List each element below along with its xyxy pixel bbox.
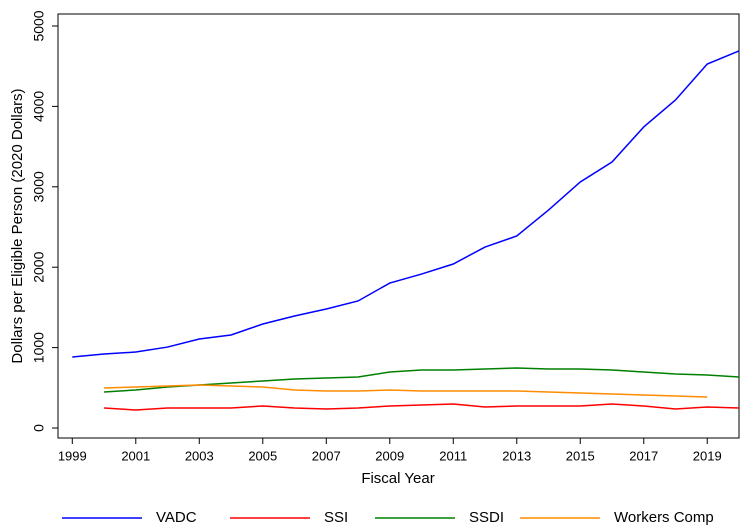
x-tick-label: 2001 [121, 448, 150, 463]
legend-label: VADC [156, 509, 197, 526]
x-tick-label: 2019 [693, 448, 722, 463]
x-tick-label: 2015 [566, 448, 595, 463]
x-tick-label: 2007 [312, 448, 341, 463]
x-tick-label: 2009 [375, 448, 404, 463]
x-tick-label: 2017 [629, 448, 658, 463]
series-line [72, 50, 740, 358]
legend-label: SSDI [469, 509, 504, 526]
x-axis-title: Fiscal Year [361, 470, 434, 487]
y-tick-label: 3000 [31, 171, 47, 202]
y-tick-label: 2000 [31, 251, 47, 282]
x-tick-label: 2003 [185, 448, 214, 463]
series-line [103, 403, 740, 411]
y-axis-title: Dollars per Eligible Person (2020 Dollar… [9, 88, 26, 363]
series-line [104, 384, 708, 398]
x-tick-label: 1999 [58, 448, 87, 463]
x-tick-label: 2013 [502, 448, 531, 463]
y-tick-label: 5000 [31, 10, 47, 41]
legend-label: SSI [324, 509, 348, 526]
legend-label: Workers Comp [614, 509, 714, 526]
series-line [103, 367, 740, 393]
plot-frame [57, 13, 740, 439]
y-tick-label: 1000 [31, 332, 47, 363]
x-tick-label: 2005 [248, 448, 277, 463]
y-tick-label: 0 [31, 424, 47, 432]
x-tick-label: 2011 [439, 448, 467, 463]
y-tick-label: 4000 [31, 91, 47, 122]
